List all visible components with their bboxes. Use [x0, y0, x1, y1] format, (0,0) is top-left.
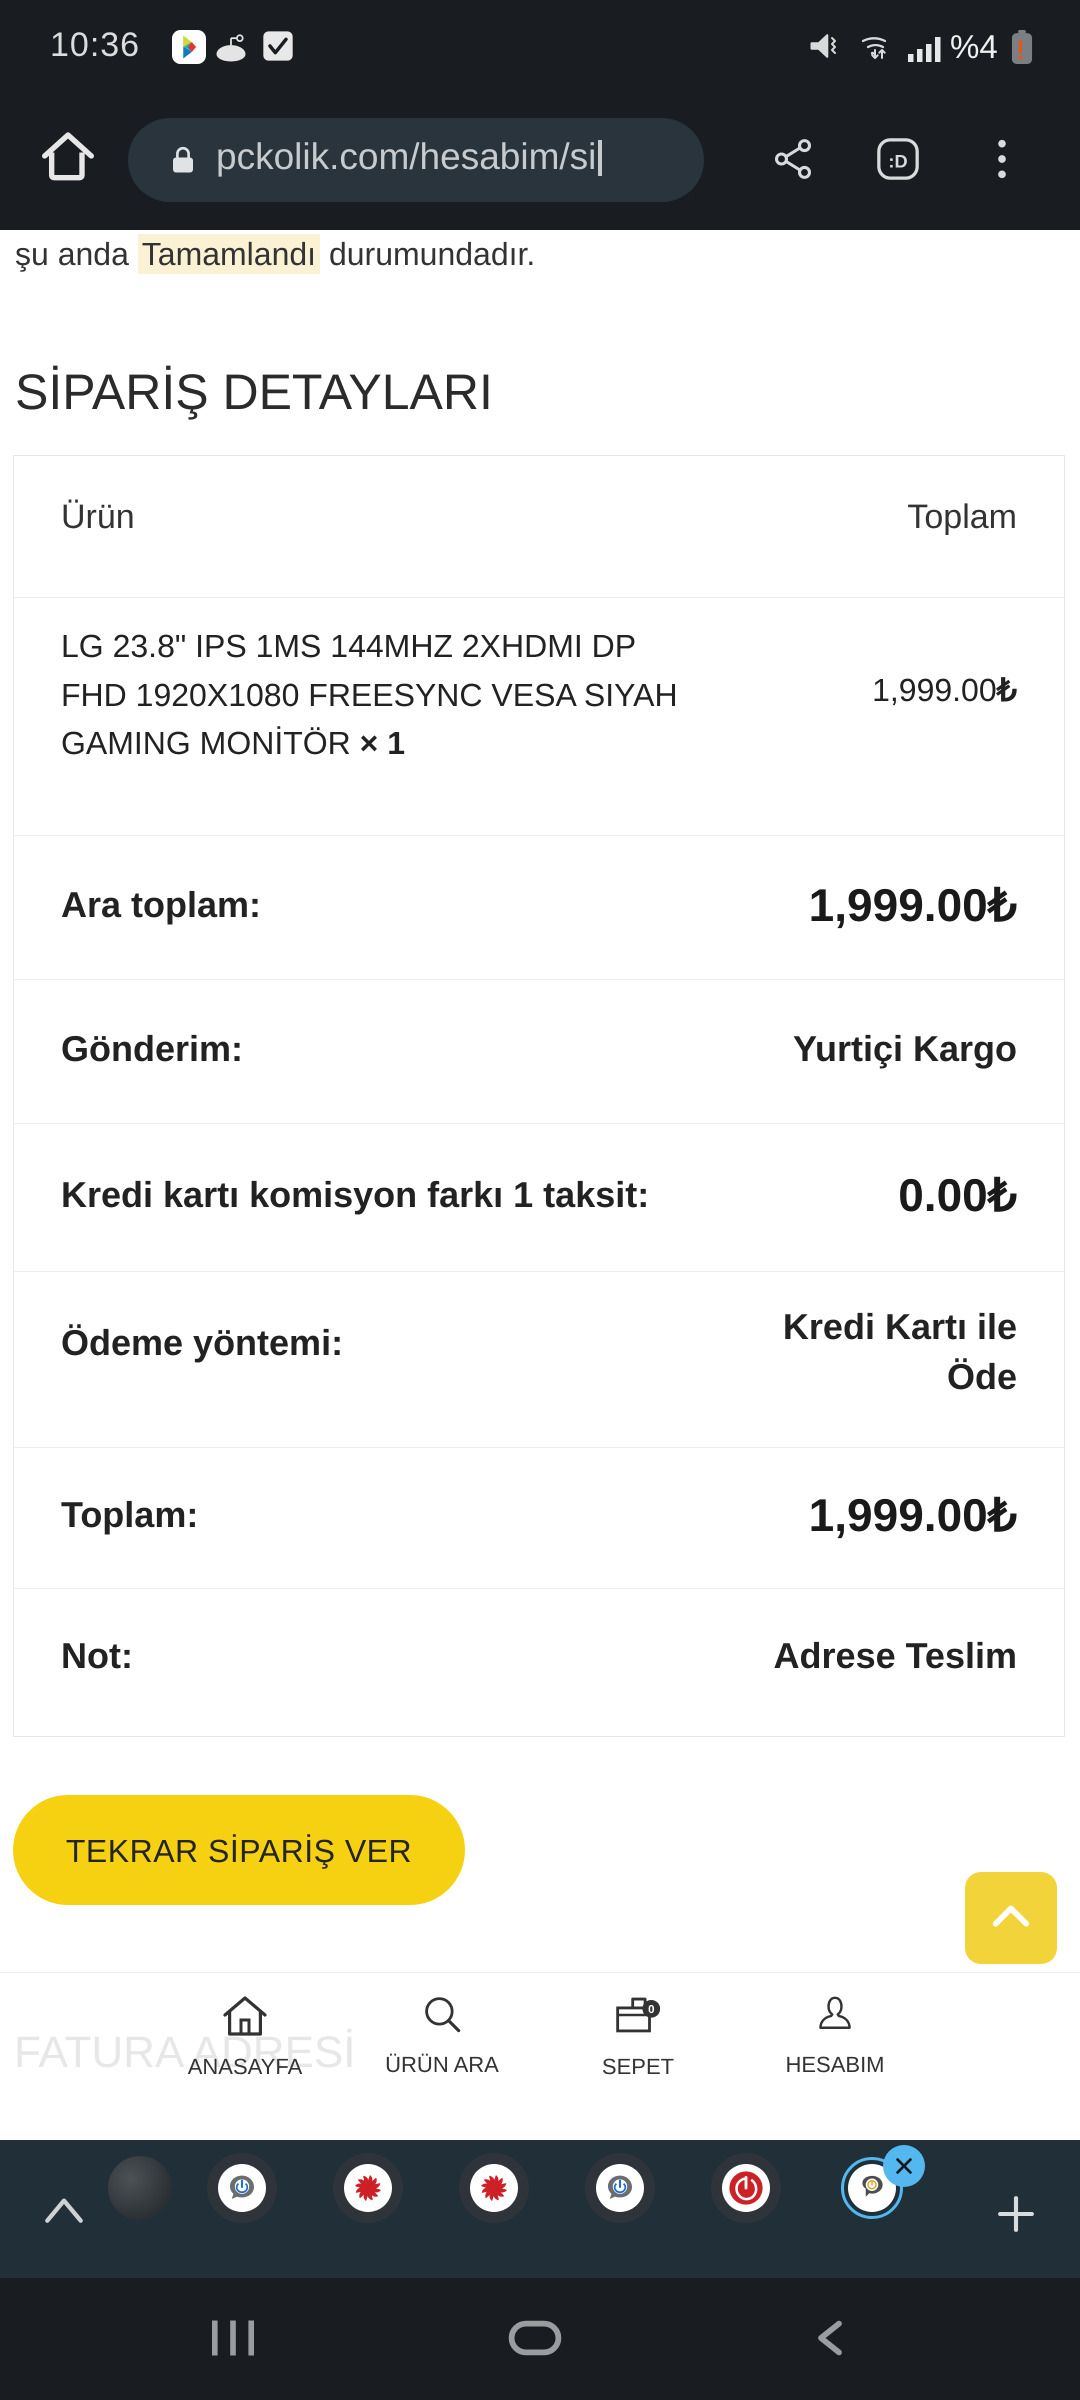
- svg-text::D: :D: [888, 152, 907, 173]
- svg-text:0: 0: [648, 2004, 655, 2016]
